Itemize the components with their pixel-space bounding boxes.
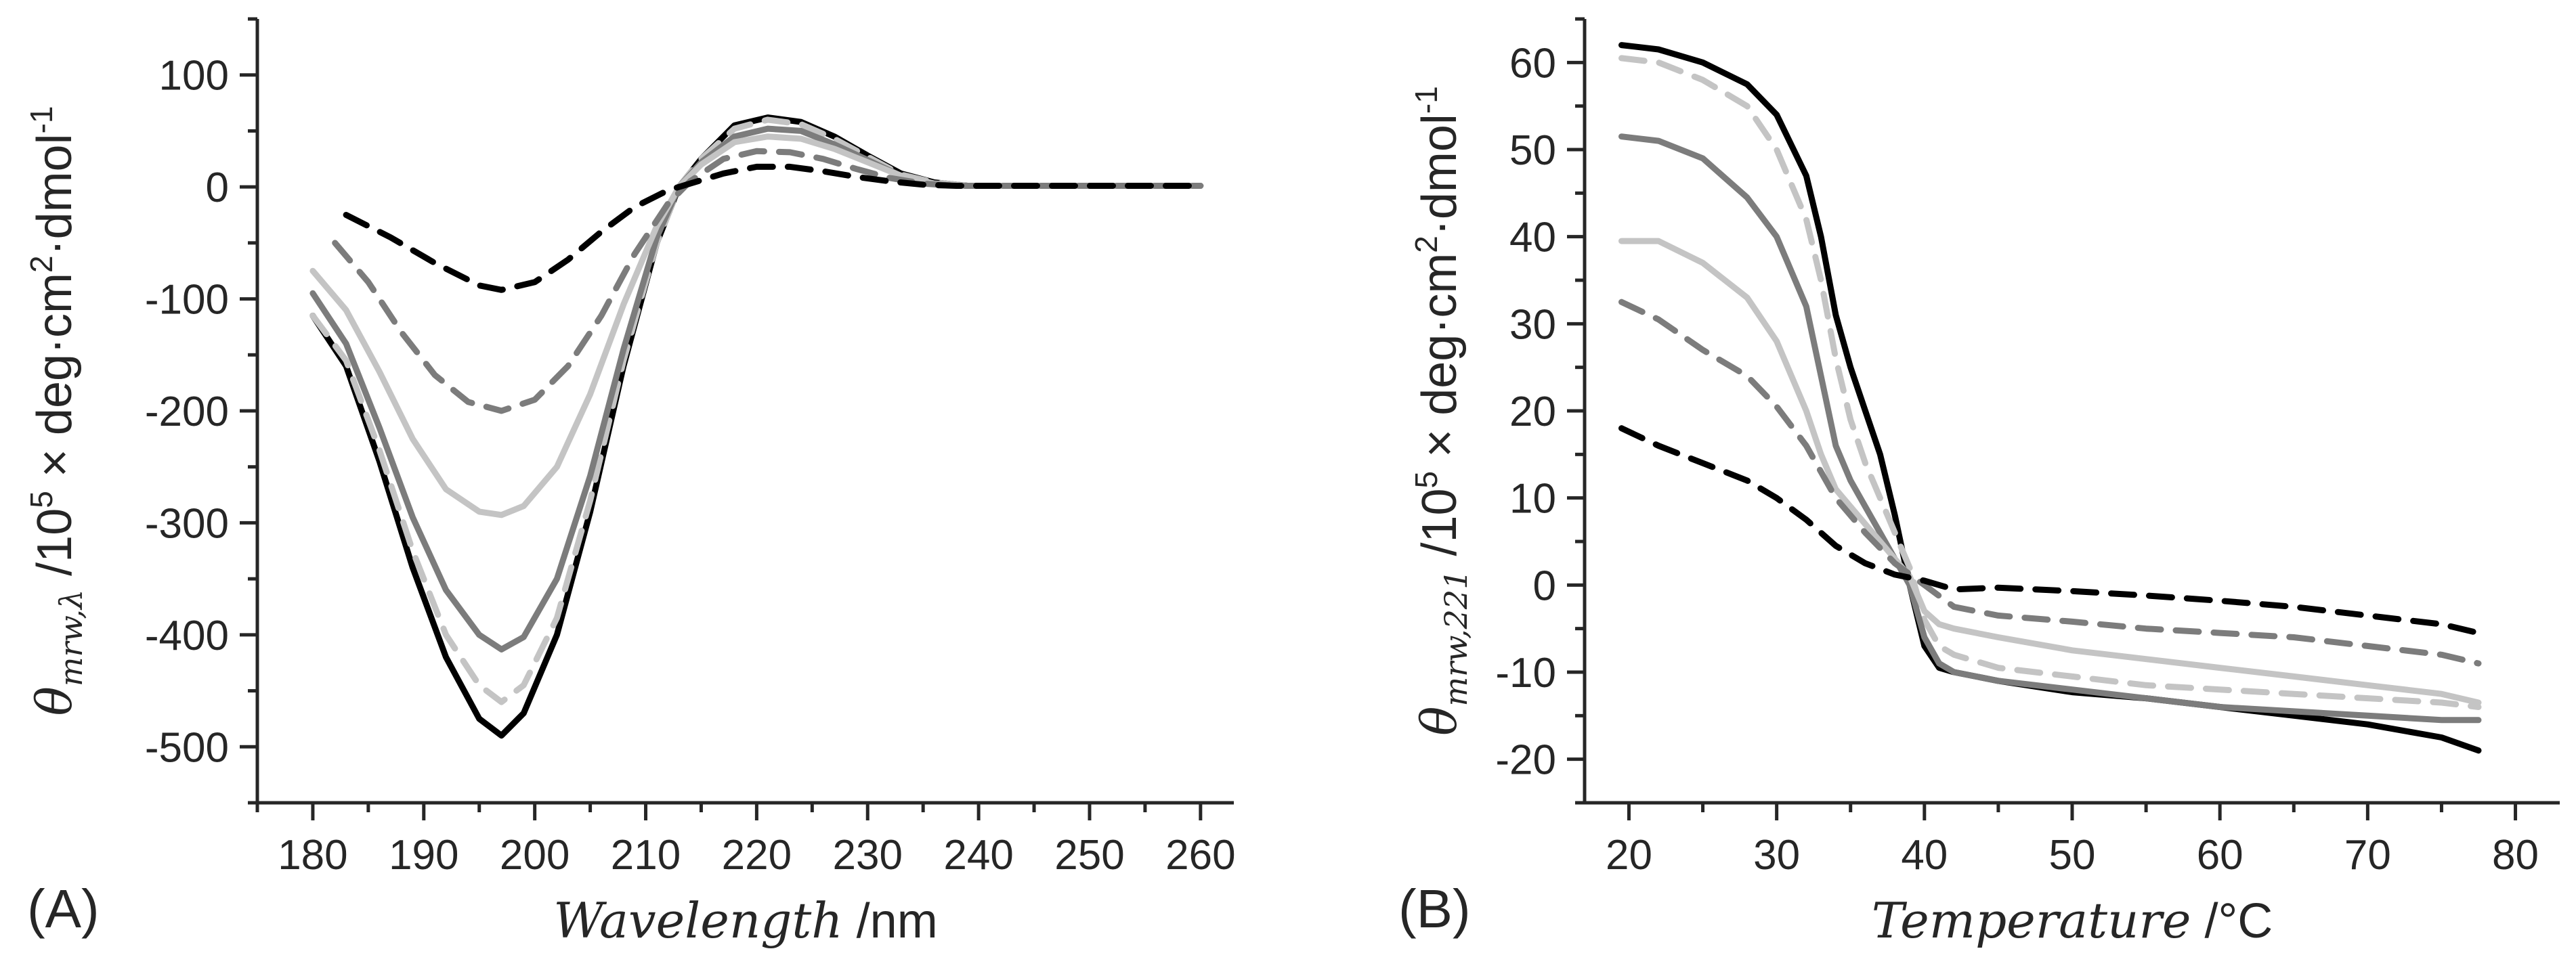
panel-a-wavelength-scan: 180 190 200 210 220 230 240 250 260-500-400-300-…: [24, 17, 1236, 949]
x-axis-title-quantity: Temperature: [1872, 892, 2191, 949]
y-title-text-b: × deg·cm: [1413, 253, 1467, 471]
x-tick-label: 40: [1901, 832, 1948, 879]
y-tick-label: -400: [145, 613, 229, 659]
x-tick-label: 80: [2492, 832, 2539, 879]
x-tick-label: 200: [500, 832, 570, 879]
y-title-text-c: ·dmol: [1413, 114, 1467, 236]
y-title-text-a: /10: [1413, 488, 1467, 569]
x-axis-title-unit: /°C: [2191, 894, 2273, 948]
y-title-exp-c: -1: [24, 106, 59, 133]
y-title-exp-a: 5: [1409, 471, 1444, 489]
y-title-subscript: mrw,λ: [53, 590, 89, 686]
series-line-5: [332, 148, 1204, 414]
series-line-3: [309, 125, 1204, 653]
y-title-exp-b: 2: [1409, 236, 1444, 253]
x-tick-label: 180: [278, 832, 347, 879]
x-axis-title-unit: /nm: [843, 894, 938, 948]
x-tick-label: 260: [1165, 832, 1235, 879]
x-axis-title-quantity: Wavelength: [553, 892, 842, 949]
x-tick-label: 60: [2197, 832, 2244, 879]
y-title-text-b: × deg·cm: [28, 273, 82, 491]
x-axis-title: Wavelength /nm: [553, 892, 937, 949]
series-line-1: [309, 114, 1204, 739]
series-line-6: [1618, 425, 2482, 636]
series-line-5: [1618, 299, 2482, 667]
x-axis-title: Temperature /°C: [1872, 892, 2273, 949]
x-tick-label: 250: [1054, 832, 1124, 879]
y-title-exp-a: 5: [24, 491, 59, 508]
x-tick-label: 240: [943, 832, 1013, 879]
y-title-text-c: ·dmol: [28, 133, 82, 255]
x-tick-label: 220: [722, 832, 792, 879]
series-line-3: [1618, 133, 2482, 724]
y-tick-label: 0: [206, 164, 229, 211]
y-axis-title: θmrw,221 /105 × deg·cm2·dmol-1: [1409, 86, 1474, 736]
y-tick-label: 10: [1509, 476, 1556, 523]
x-tick-label: 50: [2049, 832, 2096, 879]
series-line-4: [1618, 238, 2482, 706]
x-tick-label: 190: [389, 832, 458, 879]
series-line-2: [309, 116, 1204, 705]
y-tick-label: 50: [1509, 127, 1556, 174]
y-tick-label: -500: [145, 724, 229, 771]
y-title-exp-c: -1: [1409, 86, 1444, 114]
y-tick-label: -200: [145, 389, 229, 435]
y-title-symbol: θ: [1411, 706, 1467, 735]
y-title-subscript: mrw,221: [1438, 570, 1474, 707]
y-title-symbol: θ: [26, 686, 83, 715]
panel-label: (B): [1398, 879, 1471, 939]
y-tick-label: 20: [1509, 389, 1556, 435]
series-line-6: [343, 163, 1204, 293]
y-title-text-a: /10: [28, 508, 82, 590]
y-tick-label: 0: [1533, 562, 1556, 609]
panel-b-thermal-melt: 20 30 40 50 60 70 80-20-100102030405060Tempera…: [1398, 17, 2560, 949]
y-tick-label: 40: [1509, 215, 1556, 261]
series-line-4: [309, 133, 1204, 518]
x-tick-label: 20: [1606, 832, 1652, 879]
y-tick-label: -20: [1495, 737, 1556, 784]
panel-label: (A): [27, 879, 100, 939]
y-tick-label: 30: [1509, 301, 1556, 348]
y-tick-label: -300: [145, 500, 229, 547]
y-tick-label: 60: [1509, 40, 1556, 87]
y-tick-label: -100: [145, 277, 229, 324]
x-tick-label: 30: [1753, 832, 1800, 879]
x-tick-label: 70: [2344, 832, 2391, 879]
series-line-2: [1618, 55, 2482, 710]
y-tick-label: 100: [159, 53, 229, 100]
x-tick-label: 230: [833, 832, 903, 879]
y-title-exp-b: 2: [24, 255, 59, 273]
y-tick-label: -10: [1495, 650, 1556, 697]
y-axis-title: θmrw,λ /105 × deg·cm2·dmol-1: [24, 106, 89, 715]
x-tick-label: 210: [611, 832, 681, 879]
